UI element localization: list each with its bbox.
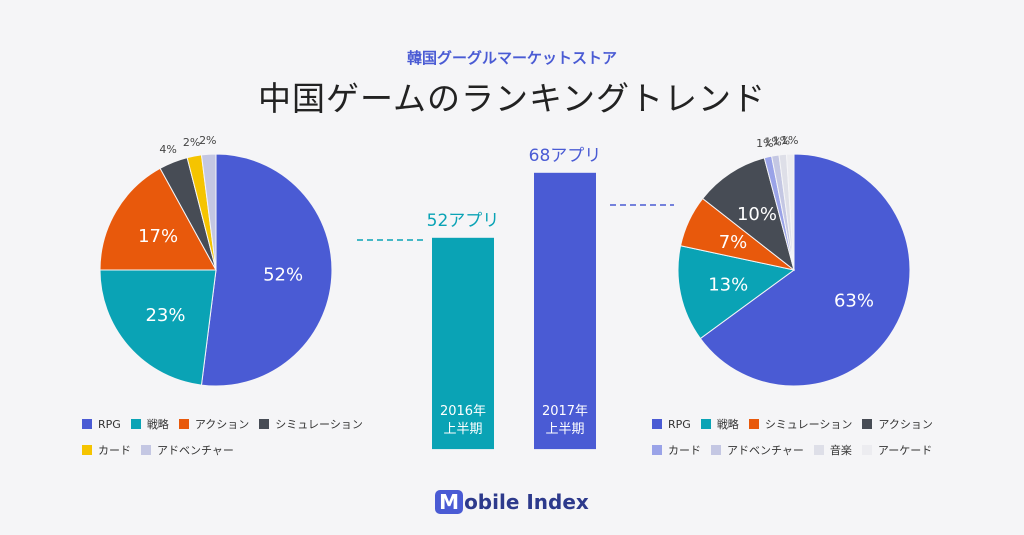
pie2016-label-戦略: 23% [145, 305, 185, 326]
legend-2017-label: アーケード [877, 444, 933, 457]
pie2016-label-RPG: 52% [263, 265, 303, 286]
legend-2017-label: カード [668, 444, 701, 457]
legend-2017-swatch [748, 419, 759, 429]
legend-2017-item-アーケード: アーケード [861, 442, 933, 458]
bar-1-value-label: 68アプリ [529, 146, 602, 166]
pie2017-label-アドベンチャー: 1% [764, 136, 781, 149]
bar-0 [432, 237, 494, 450]
pie2017-label-アクション: 10% [737, 204, 777, 225]
pie2017-label-音楽: 1% [773, 135, 790, 148]
legend-2016-label: 戦略 [146, 418, 169, 431]
legend-2016-swatch [259, 419, 270, 429]
logo-mark: M [435, 490, 464, 514]
bar-1-category-label-1: 上半期 [545, 422, 584, 437]
chart-subtitle: 韓国グーグルマーケットストア [406, 49, 617, 67]
legend-2017: RPG 戦略 シミュレーション アクションカード アドベンチャー 音楽 アーケード [652, 416, 962, 458]
pie2016-slice-RPG [200, 153, 333, 387]
pie2017-slice-RPG [699, 153, 911, 387]
pie2017-slice-アクション [701, 157, 795, 272]
legend-2016-label: カード [98, 444, 131, 457]
pie2017-label-RPG: 63% [834, 291, 874, 312]
legend-2016-swatch [130, 419, 141, 429]
legend-2017-label: アクション [878, 418, 933, 431]
pie2016-slice-戦略 [99, 269, 217, 386]
pie2016-label-カード: 2% [183, 136, 200, 149]
bar-0-category-label-1: 上半期 [443, 422, 482, 437]
legend-2016-item-シミュレーション: シミュレーション [259, 416, 363, 432]
legend-2017-item-アドベンチャー: アドベンチャー [711, 442, 804, 458]
legend-2017-item-音楽: 音楽 [813, 442, 852, 458]
pie2016-label-アクション: 17% [138, 226, 178, 247]
legend-2016: RPG 戦略 アクション シミュレーションカード アドベンチャー [82, 416, 402, 458]
legend-2017-item-RPG: RPG [652, 416, 691, 432]
legend-2017-swatch [813, 445, 824, 455]
pie2016-label-アドベンチャー: 2% [199, 134, 216, 147]
logo-text: obile Index [464, 490, 589, 514]
legend-2016-item-カード: カード [82, 442, 131, 458]
legend-2017-swatch [862, 419, 873, 429]
legend-2017-item-シミュレーション: シミュレーション [748, 416, 853, 432]
legend-2017-item-アクション: アクション [862, 416, 933, 432]
legend-2017-label: 音楽 [829, 444, 852, 457]
legend-2017-label: RPG [668, 417, 691, 431]
legend-2017-item-戦略: 戦略 [700, 416, 739, 432]
legend-2016-swatch [141, 445, 151, 455]
bar-1-category-label-0: 2017年 [542, 404, 588, 419]
legend-2017-label: シミュレーション [764, 418, 853, 431]
legend-2016-item-RPG: RPG [82, 416, 121, 432]
legend-2016-label: RPG [98, 417, 121, 431]
pie2017-slice-アーケード [785, 153, 795, 271]
pie2016-slice-アドベンチャー [200, 153, 217, 271]
pie2017-label-アーケード: 1% [781, 134, 798, 147]
pie2016-label-シミュレーション: 4% [159, 143, 176, 156]
legend-2017-swatch [652, 445, 662, 455]
legend-2017-label: 戦略 [716, 418, 739, 431]
legend-2016-swatch [178, 419, 189, 429]
bar-0-value-label: 52アプリ [427, 211, 500, 231]
legend-2016-label: アドベンチャー [157, 444, 234, 457]
pie2017-label-カード: 1% [756, 137, 773, 150]
legend-2016-item-アドベンチャー: アドベンチャー [141, 442, 234, 458]
legend-2017-swatch [700, 419, 711, 429]
legend-2017-swatch [711, 445, 721, 455]
legend-2016-item-アクション: アクション [178, 416, 250, 432]
legend-2017-swatch [652, 419, 662, 429]
legend-2016-swatch [82, 445, 92, 455]
legend-2016-label: シミュレーション [275, 418, 363, 431]
legend-2017-label: アドベンチャー [727, 444, 804, 457]
bar-0-category-label-0: 2016年 [440, 404, 486, 419]
legend-2016-swatch [82, 419, 92, 429]
chart-title: 中国ゲームのランキングトレンド [257, 79, 767, 118]
legend-2017-item-カード: カード [652, 442, 701, 458]
pie2017-label-シミュレーション: 7% [719, 232, 748, 253]
bar-1 [534, 172, 596, 450]
pie2017-label-戦略: 13% [708, 274, 748, 295]
pie2016-slice-アクション [99, 167, 217, 271]
legend-2016-label: アクション [194, 418, 250, 431]
legend-2016-item-戦略: 戦略 [130, 416, 169, 432]
legend-2017-swatch [861, 445, 872, 455]
pie2017-slice-戦略 [677, 245, 796, 340]
